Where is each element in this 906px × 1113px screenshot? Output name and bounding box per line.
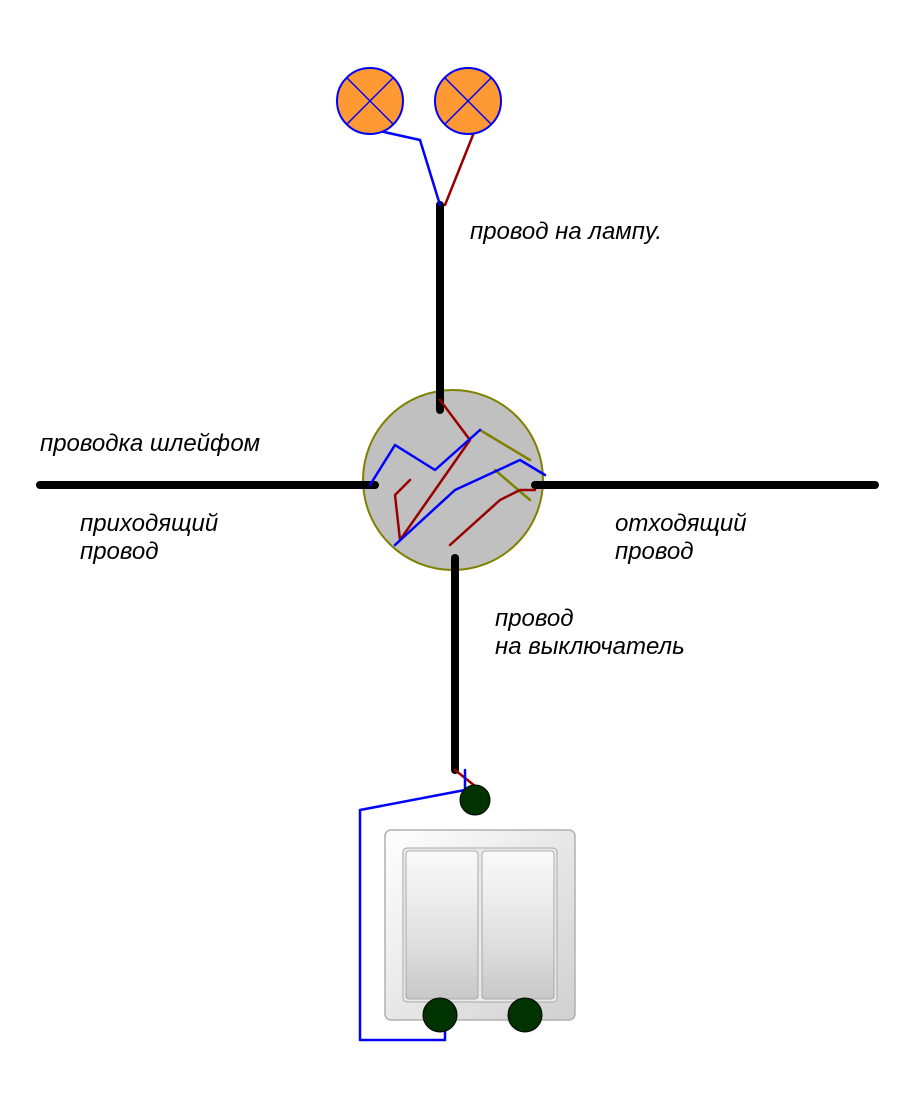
label-switch-wire: провод на выключатель xyxy=(495,605,685,661)
label-lamp-wire: провод на лампу. xyxy=(470,218,662,246)
label-loop-wiring: проводка шлейфом xyxy=(40,430,260,458)
label-outgoing-wire: отходящий провод xyxy=(615,510,747,566)
label-incoming-wire: приходящий провод xyxy=(80,510,218,566)
diagram-container: провод на лампу. проводка шлейфом приход… xyxy=(0,0,906,1113)
